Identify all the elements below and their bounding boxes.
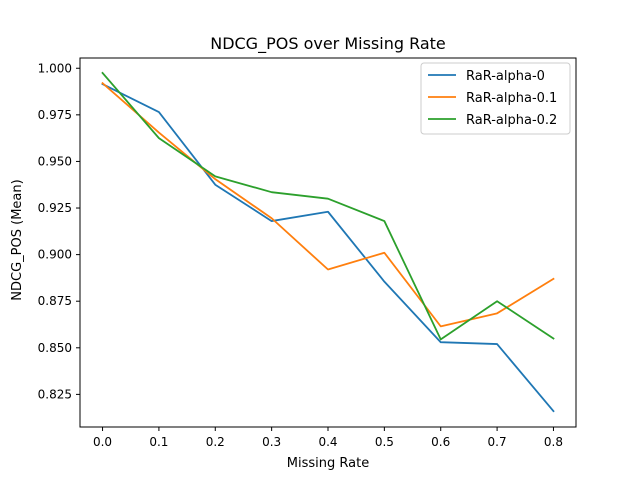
x-tick-label: 0.0 xyxy=(93,435,112,449)
y-tick-label: 0.975 xyxy=(38,108,72,122)
x-tick-label: 0.3 xyxy=(262,435,281,449)
series-line-1 xyxy=(101,81,555,328)
y-tick-label: 0.825 xyxy=(38,387,72,401)
x-tick-label: 0.7 xyxy=(488,435,507,449)
x-tick-label: 0.4 xyxy=(318,435,337,449)
y-tick-label: 0.925 xyxy=(38,201,72,215)
y-tick-label: 1.000 xyxy=(38,61,72,75)
legend-label-2: RaR-alpha-0.2 xyxy=(466,113,557,128)
legend-label-0: RaR-alpha-0 xyxy=(466,69,545,84)
y-tick-label: 0.850 xyxy=(38,341,72,355)
x-axis-label: Missing Rate xyxy=(287,456,369,471)
series-line-0 xyxy=(101,82,555,413)
series-line-2 xyxy=(101,71,555,341)
plot-area: 0.0 0.1 0.2 0.3 0.4 0.5 0.6 0.7 0.8 0.825 0.850 0.8… xyxy=(38,57,577,449)
y-axis-label: NDCG_POS (Mean) xyxy=(10,179,25,300)
x-tick-label: 0.5 xyxy=(375,435,394,449)
legend-box xyxy=(420,62,571,135)
x-tick-label: 0.1 xyxy=(149,435,168,449)
legend: RaR-alpha-0 RaR-alpha-0.1 RaR-alpha-0.2 xyxy=(420,62,571,135)
chart-title: NDCG_POS over Missing Rate xyxy=(210,34,446,54)
legend-label-1: RaR-alpha-0.1 xyxy=(466,91,557,106)
y-tick-label: 0.900 xyxy=(38,248,72,262)
x-tick-label: 0.6 xyxy=(431,435,450,449)
y-tick-label: 0.875 xyxy=(38,294,72,308)
x-tick-label: 0.8 xyxy=(544,435,563,449)
y-tick-label: 0.950 xyxy=(38,154,72,168)
x-tick-label: 0.2 xyxy=(206,435,225,449)
